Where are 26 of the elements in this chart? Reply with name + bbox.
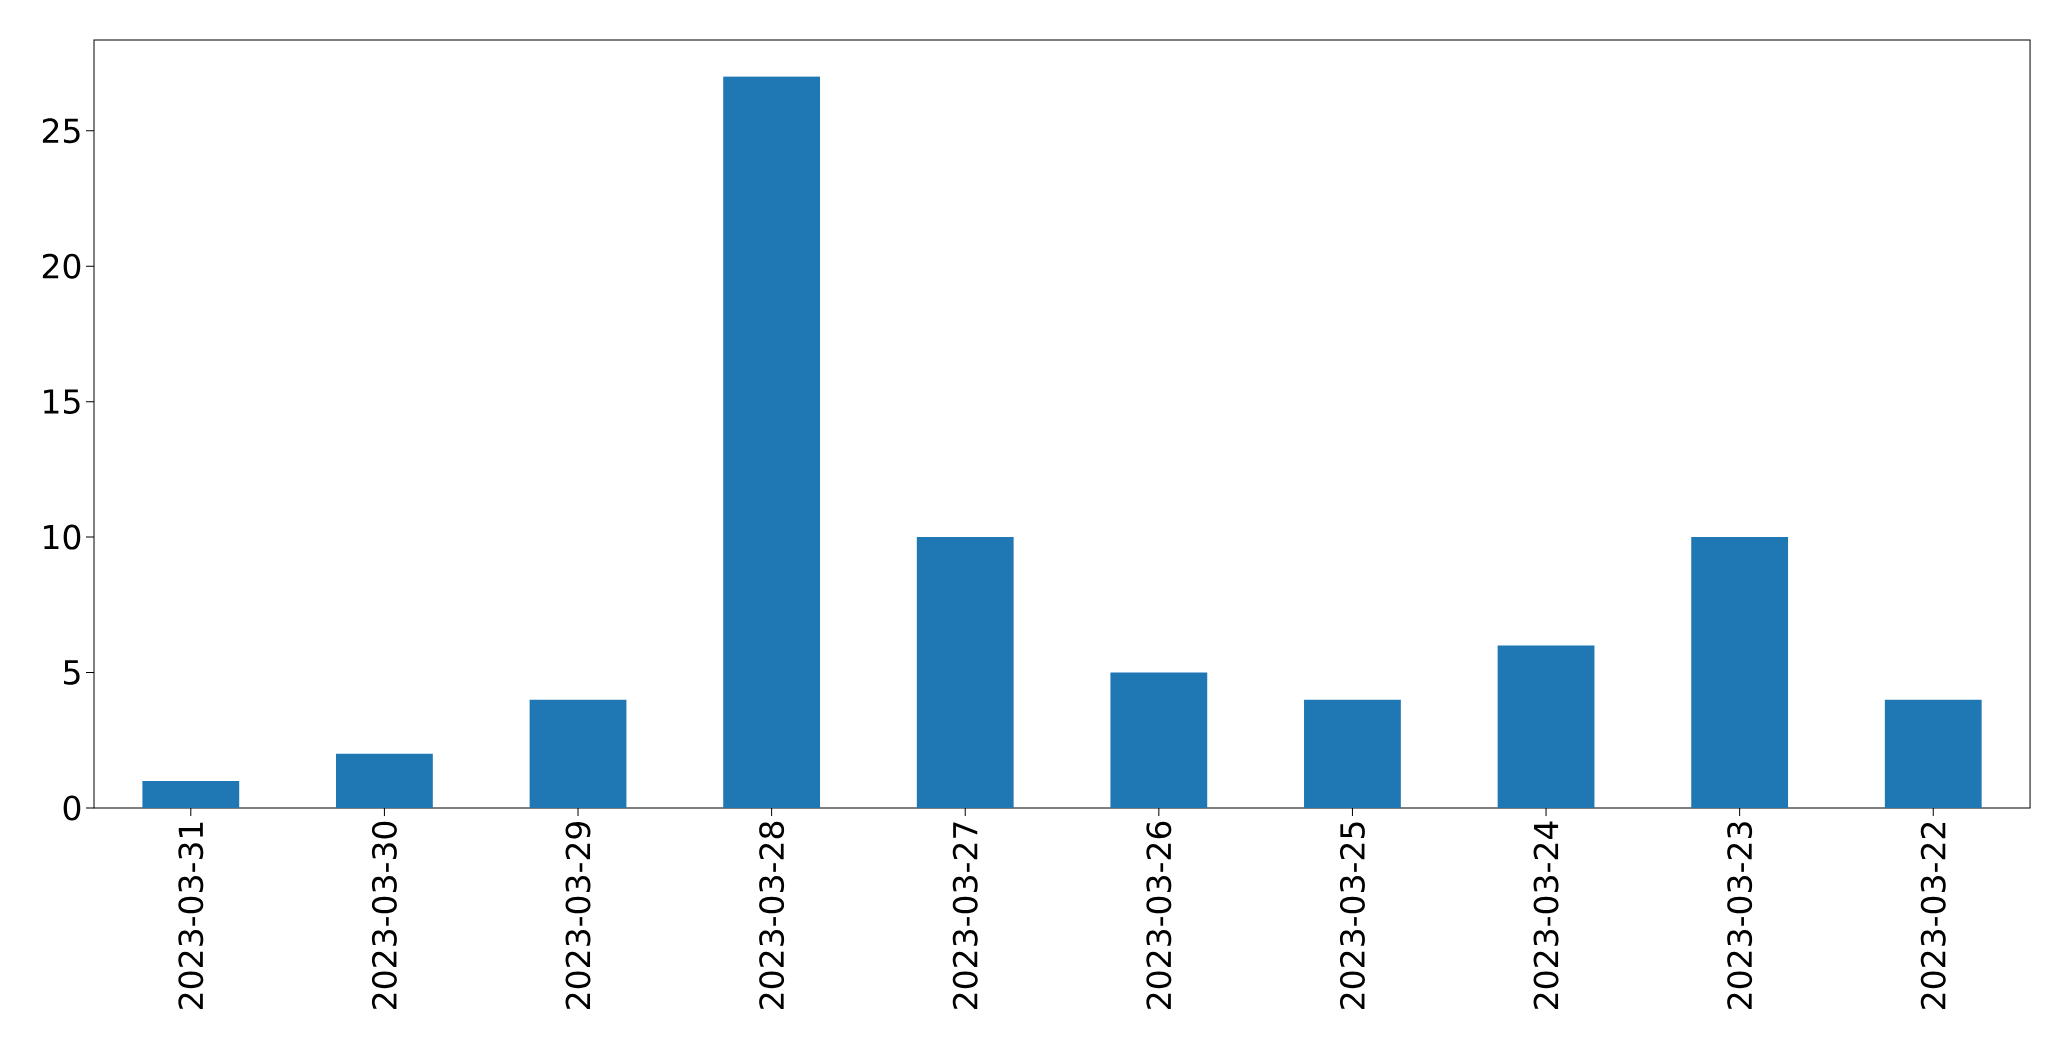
bar <box>1110 672 1208 808</box>
bar <box>1884 699 1982 808</box>
bar <box>723 76 821 808</box>
y-tick-label: 10 <box>44 524 81 550</box>
x-tick-label: 2023-03-25 <box>1339 822 1365 1009</box>
x-tick-label: 2023-03-31 <box>178 822 204 1009</box>
x-tick-label: 2023-03-29 <box>565 821 591 1009</box>
bar <box>336 753 433 808</box>
y-tick-label: 5 <box>64 660 80 685</box>
bar <box>1304 699 1401 808</box>
y-tick-label: 15 <box>44 389 80 414</box>
x-tick-label: 2023-03-24 <box>1533 821 1559 1009</box>
bar <box>142 780 240 808</box>
x-tick-label: 2023-03-26 <box>1146 821 1172 1009</box>
x-tick-label: 2023-03-27 <box>952 822 978 1009</box>
x-tick-label: 2023-03-23 <box>1727 822 1753 1009</box>
bar <box>916 537 1014 808</box>
y-tick-label: 25 <box>42 118 80 144</box>
x-tick-label: 2023-03-30 <box>371 821 397 1009</box>
y-tick-label: 20 <box>42 253 81 279</box>
y-tick-label: 0 <box>63 795 81 821</box>
x-tick-label: 2023-03-28 <box>759 821 785 1009</box>
bar <box>529 699 627 808</box>
x-tick-label: 2023-03-22 <box>1920 822 1946 1009</box>
bar <box>1691 537 1789 808</box>
bar <box>1497 645 1595 808</box>
